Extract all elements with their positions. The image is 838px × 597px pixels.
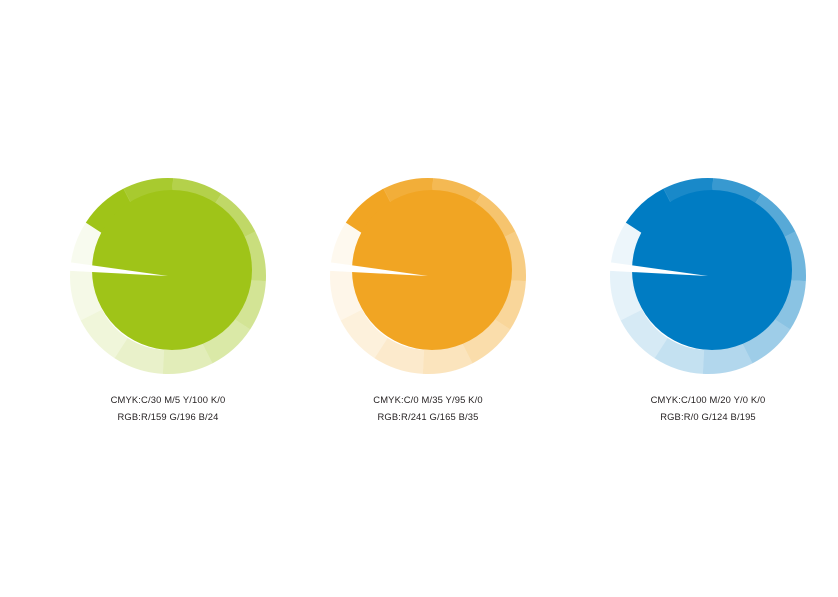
blue-swatch-ring-segment [741, 316, 791, 364]
blue-swatch-ring-segment [625, 188, 675, 236]
green-swatch-ring-segment [230, 279, 266, 330]
orange-swatch-rgb-label: RGB:R/241 G/165 B/35 [377, 411, 479, 422]
blue-swatch-ring-segment [620, 309, 668, 359]
orange-swatch-cmyk-label: CMYK:C/0 M/35 Y/95 K/0 [373, 394, 483, 405]
orange-swatch-ring-segment [374, 338, 425, 374]
green-swatch-ring-diagram [68, 178, 266, 374]
green-swatch[interactable]: CMYK:C/30 M/5 Y/100 K/0 RGB:R/159 G/196 B… [28, 0, 308, 597]
green-swatch-ring-segment [162, 341, 213, 374]
green-swatch-notch [68, 262, 168, 276]
orange-swatch-ring-segment [340, 309, 388, 359]
blue-swatch-ring-segment [610, 222, 646, 273]
orange-swatch-ring-segment [330, 222, 366, 273]
orange-swatch-caption: CMYK:C/0 M/35 Y/95 K/0 RGB:R/241 G/165 B/… [288, 391, 568, 425]
orange-swatch[interactable]: CMYK:C/0 M/35 Y/95 K/0 RGB:R/241 G/165 B/… [288, 0, 568, 597]
orange-swatch-ring-segment [461, 316, 511, 364]
blue-swatch-caption: CMYK:C/100 M/20 Y/0 K/0 RGB:R/0 G/124 B/1… [568, 391, 838, 425]
blue-swatch-ring-diagram [608, 178, 806, 374]
blue-swatch[interactable]: CMYK:C/100 M/20 Y/0 K/0 RGB:R/0 G/124 B/1… [568, 0, 838, 597]
orange-swatch-ring-segment [345, 188, 395, 236]
green-swatch-cmyk-label: CMYK:C/30 M/5 Y/100 K/0 [110, 394, 226, 405]
blue-swatch-core-disc [632, 190, 792, 350]
blue-swatch-rgb-label: RGB:R/0 G/124 B/195 [660, 411, 756, 422]
orange-swatch-ring-segment [422, 341, 473, 374]
blue-swatch-cmyk-label: CMYK:C/100 M/20 Y/0 K/0 [650, 394, 766, 405]
green-swatch-ring-segment [70, 222, 106, 273]
green-swatch-ring-segment [201, 316, 251, 364]
blue-swatch-ring-segment [654, 338, 705, 374]
green-swatch-ring-segment [114, 338, 165, 374]
green-swatch-core-disc [92, 190, 252, 350]
blue-swatch-ring-segment [770, 279, 806, 330]
blue-swatch-ring-segment [702, 341, 753, 374]
green-swatch-rgb-label: RGB:R/159 G/196 B/24 [117, 411, 219, 422]
green-swatch-ring-segment [85, 188, 135, 236]
orange-swatch-ring-segment [490, 279, 526, 330]
green-swatch-caption: CMYK:C/30 M/5 Y/100 K/0 RGB:R/159 G/196 B… [28, 391, 308, 425]
blue-swatch-notch [608, 262, 708, 276]
orange-swatch-core-disc [352, 190, 512, 350]
green-swatch-ring-segment [80, 309, 128, 359]
orange-swatch-notch [328, 262, 428, 276]
orange-swatch-ring-diagram [328, 178, 526, 374]
